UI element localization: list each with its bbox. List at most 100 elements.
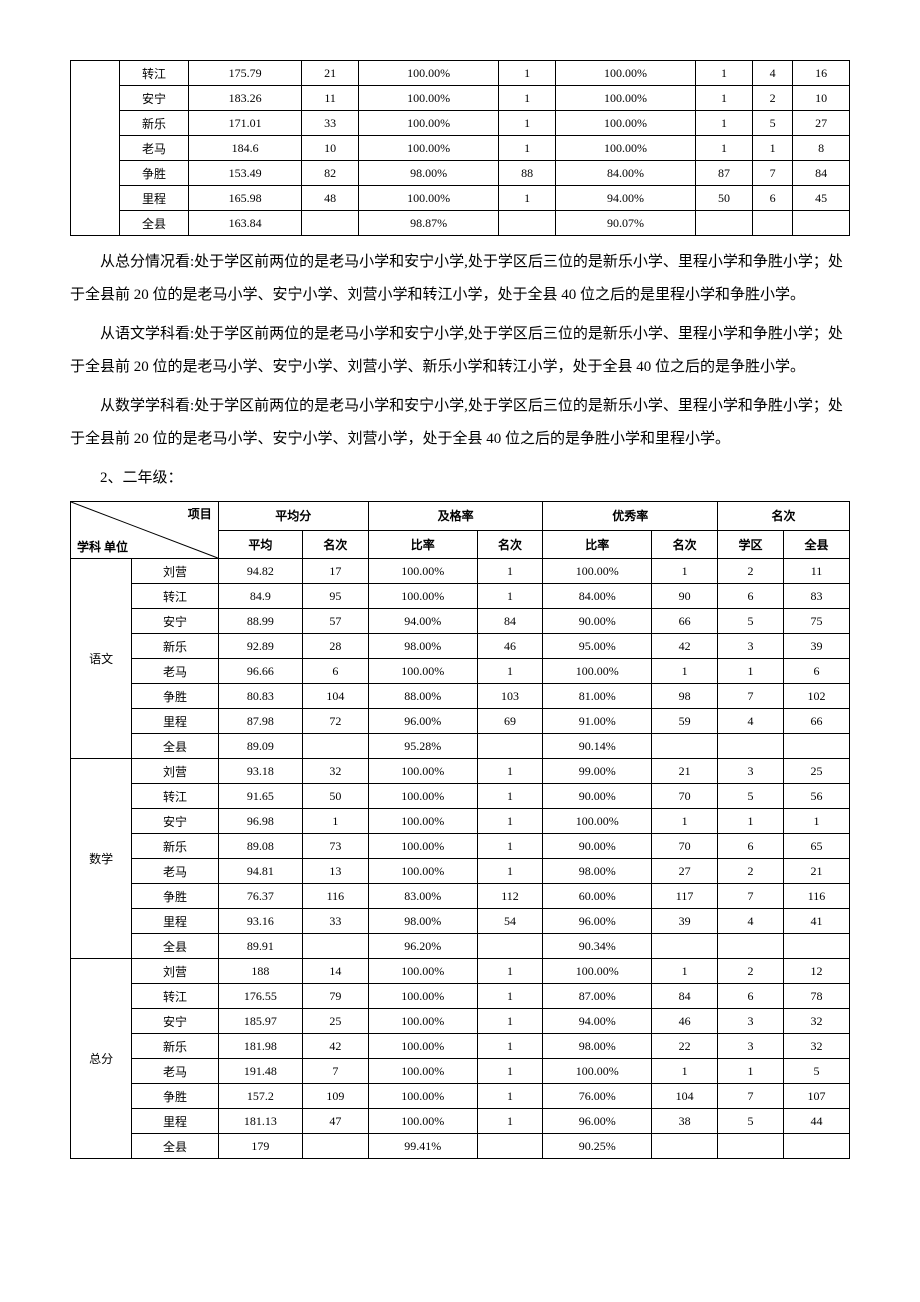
cell-excRate: 76.00% [543,1084,652,1109]
table-row: 争胜157.2109100.00%176.00%1047107 [71,1084,850,1109]
cell-avgRank: 72 [302,709,368,734]
table-row: 争胜153.498298.00%8884.00%87784 [71,161,850,186]
cell-passRank: 1 [499,136,556,161]
cell-school: 新乐 [132,1034,218,1059]
cell-passRate: 96.00% [368,709,477,734]
cell-dist [718,1134,784,1159]
header-pass: 及格率 [368,502,543,531]
cell-dist: 1 [752,136,792,161]
cell-county: 12 [783,959,849,984]
table-row: 争胜80.8310488.00%10381.00%987102 [71,684,850,709]
cell-passRate: 100.00% [368,1009,477,1034]
cell-passRate: 100.00% [368,1084,477,1109]
cell-excRank: 42 [652,634,718,659]
cell-avgRank: 7 [302,1059,368,1084]
table-row: 老马94.8113100.00%198.00%27221 [71,859,850,884]
cell-avg: 96.98 [218,809,302,834]
cell-avg: 179 [218,1134,302,1159]
cell-passRank: 1 [477,584,543,609]
cell-dist: 1 [718,659,784,684]
cell-avgRank: 11 [302,86,359,111]
cell-passRank: 54 [477,909,543,934]
cell-county: 16 [793,61,850,86]
cell-excRank [652,934,718,959]
cell-passRank: 1 [477,1059,543,1084]
cell-school: 安宁 [132,1009,218,1034]
cell-school: 转江 [120,61,189,86]
cell-passRate: 100.00% [368,834,477,859]
paragraph-math: 从数学学科看:处于学区前两位的是老马小学和安宁小学,处于学区后三位的是新乐小学、… [70,390,850,456]
table-row: 新乐92.892898.00%4695.00%42339 [71,634,850,659]
cell-excRate: 100.00% [543,559,652,584]
cell-dist: 7 [718,1084,784,1109]
cell-county: 66 [783,709,849,734]
cell-excRank: 84 [652,984,718,1009]
diagonal-header: 项目 学科 单位 [71,502,219,559]
cell-excRank: 70 [652,784,718,809]
cell-passRate: 100.00% [368,559,477,584]
cell-avgRank: 17 [302,559,368,584]
cell-excRate: 90.00% [543,784,652,809]
cell-county: 32 [783,1034,849,1059]
sub-avg: 平均 [218,530,302,559]
cell-avg: 184.6 [189,136,302,161]
cell-avg: 87.98 [218,709,302,734]
cell-avgRank: 13 [302,859,368,884]
cell-excRank: 70 [652,834,718,859]
grade2-table: 项目 学科 单位 平均分 及格率 优秀率 名次 平均 名次 比率 名次 比率 名… [70,501,850,1159]
cell-dist: 7 [718,884,784,909]
cell-dist: 3 [718,759,784,784]
cell-passRate: 94.00% [368,609,477,634]
cell-avgRank: 57 [302,609,368,634]
grade1-total-table: 转江175.7921100.00%1100.00%1416安宁183.26111… [70,60,850,236]
cell-dist: 3 [718,634,784,659]
cell-dist: 5 [718,609,784,634]
cell-school: 全县 [132,1134,218,1159]
table-row: 里程93.163398.00%5496.00%39441 [71,909,850,934]
cell-dist: 2 [718,559,784,584]
cell-county [783,1134,849,1159]
cell-school: 里程 [120,186,189,211]
table-row: 安宁88.995794.00%8490.00%66575 [71,609,850,634]
diag-top-label: 项目 [188,505,212,522]
cell-avg: 176.55 [218,984,302,1009]
cell-dist: 3 [718,1034,784,1059]
table-row: 转江84.995100.00%184.00%90683 [71,584,850,609]
cell-passRank: 1 [477,784,543,809]
cell-excRank: 39 [652,909,718,934]
cell-excRate: 91.00% [543,709,652,734]
table-row: 语文刘营94.8217100.00%1100.00%1211 [71,559,850,584]
cell-dist: 3 [718,1009,784,1034]
cell-passRank [477,1134,543,1159]
cell-excRank: 87 [696,161,753,186]
cell-county: 11 [783,559,849,584]
table-row: 里程165.9848100.00%194.00%50645 [71,186,850,211]
cell-school: 刘营 [132,559,218,584]
cell-excRate: 95.00% [543,634,652,659]
cell-excRank: 21 [652,759,718,784]
cell-passRank: 1 [477,1034,543,1059]
table-row: 老马184.610100.00%1100.00%118 [71,136,850,161]
table-row: 安宁96.981100.00%1100.00%111 [71,809,850,834]
cell-excRate: 90.07% [555,211,695,236]
cell-excRank: 117 [652,884,718,909]
cell-excRank [652,1134,718,1159]
table-row: 新乐171.0133100.00%1100.00%1527 [71,111,850,136]
cell-avg: 165.98 [189,186,302,211]
sub-pass-rate: 比率 [368,530,477,559]
cell-passRank: 1 [477,659,543,684]
cell-avgRank: 33 [302,909,368,934]
cell-passRank: 112 [477,884,543,909]
cell-passRate: 98.00% [358,161,498,186]
table-row: 安宁185.9725100.00%194.00%46332 [71,1009,850,1034]
cell-county: 25 [783,759,849,784]
cell-school: 转江 [132,784,218,809]
cell-passRank: 1 [477,759,543,784]
paragraph-chinese: 从语文学科看:处于学区前两位的是老马小学和安宁小学,处于学区后三位的是新乐小学、… [70,318,850,384]
table-row: 转江91.6550100.00%190.00%70556 [71,784,850,809]
cell-passRank [499,211,556,236]
cell-excRate: 96.00% [543,1109,652,1134]
cell-excRate: 100.00% [543,659,652,684]
cell-school: 全县 [132,734,218,759]
cell-school: 争胜 [120,161,189,186]
